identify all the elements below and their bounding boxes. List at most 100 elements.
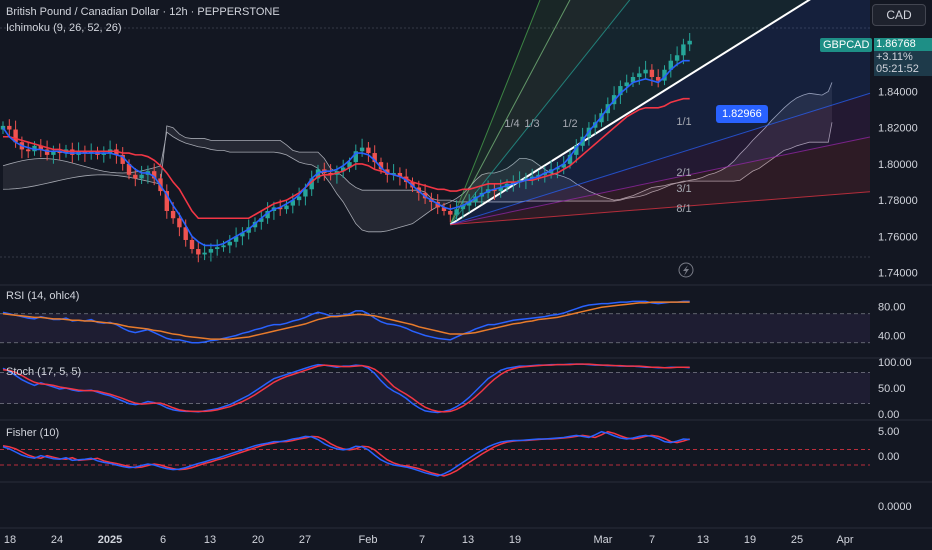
kijun-line bbox=[3, 97, 690, 220]
candle-body bbox=[114, 149, 119, 155]
candle-body bbox=[57, 151, 62, 154]
candle-body bbox=[290, 200, 295, 206]
candle-body bbox=[341, 167, 346, 172]
candle-body bbox=[441, 207, 447, 211]
candle-body bbox=[668, 60, 673, 70]
rsi-line bbox=[2, 300, 690, 344]
candle-body bbox=[7, 125, 12, 130]
candle-body bbox=[278, 207, 283, 210]
candle-body bbox=[353, 151, 358, 163]
candle-body bbox=[89, 151, 94, 154]
price-change: +3.11% bbox=[874, 50, 932, 63]
stoch-d-line bbox=[2, 363, 690, 413]
time-tick: 6 bbox=[160, 534, 166, 546]
fisher-tick: 5.00 bbox=[878, 426, 899, 438]
candle-body bbox=[448, 211, 453, 215]
candle-body bbox=[460, 205, 466, 210]
candle-body bbox=[359, 147, 365, 152]
gann-label: 1/1 bbox=[676, 116, 691, 128]
gann-label: 1/3 bbox=[524, 118, 539, 130]
candle-body bbox=[284, 205, 289, 210]
last-price-tag: 1.86768 +3.11% 05:21:52 bbox=[872, 38, 932, 76]
time-tick: Mar bbox=[594, 534, 613, 546]
candle-body bbox=[649, 69, 655, 77]
candle-body bbox=[0, 125, 6, 130]
candle-body bbox=[265, 211, 270, 219]
stoch-band bbox=[0, 372, 870, 404]
candle-body bbox=[126, 163, 132, 175]
gann-label: 1/2 bbox=[562, 118, 577, 130]
candle-body bbox=[133, 174, 138, 179]
candle-body bbox=[296, 196, 302, 201]
time-tick: 13 bbox=[697, 534, 709, 546]
gann-label: 8/1 bbox=[676, 203, 691, 215]
candle-body bbox=[492, 189, 497, 192]
gann-line bbox=[449, 0, 571, 225]
candle-body bbox=[303, 189, 308, 197]
bar-countdown: 05:21:52 bbox=[874, 63, 932, 76]
candle-body bbox=[44, 149, 50, 155]
candle-body bbox=[681, 44, 686, 56]
price-axis[interactable]: 1.74000 1.76000 1.78000 1.80000 1.82000 1.840… bbox=[878, 86, 918, 279]
rsi-legend[interactable]: RSI (14, ohlc4) bbox=[6, 290, 80, 302]
tenkan-line bbox=[2, 59, 690, 247]
candle-body bbox=[164, 191, 169, 211]
time-tick: 20 bbox=[252, 534, 264, 546]
candle-body bbox=[643, 69, 648, 74]
stoch-tick: 0.00 bbox=[878, 409, 899, 421]
candle-body bbox=[240, 232, 245, 237]
candle-body bbox=[233, 236, 239, 242]
candle-body bbox=[523, 178, 529, 181]
candle-body bbox=[567, 154, 573, 164]
stoch-legend[interactable]: Stoch (17, 5, 5) bbox=[6, 366, 82, 378]
candle-body bbox=[687, 40, 692, 45]
candle-body bbox=[397, 172, 403, 177]
fisher-legend[interactable]: Fisher (10) bbox=[6, 427, 60, 439]
candle-body bbox=[637, 73, 642, 77]
candle-body bbox=[372, 153, 377, 163]
gann-label: 3/1 bbox=[676, 183, 691, 195]
candle-body bbox=[177, 218, 182, 228]
candle-body bbox=[511, 182, 516, 184]
ichimoku-legend[interactable]: Ichimoku (9, 26, 52, 26) bbox=[6, 22, 122, 34]
stoch-tick: 100.00 bbox=[878, 357, 912, 369]
candle-body bbox=[574, 145, 579, 155]
candle-body bbox=[32, 145, 37, 152]
level-tag[interactable]: 1.82966 bbox=[716, 105, 768, 123]
gann-labels: 1/4 1/3 1/2 1/1 2/1 3/1 8/1 bbox=[504, 116, 691, 215]
candle-body bbox=[309, 178, 314, 190]
currency-button[interactable]: CAD bbox=[872, 4, 926, 26]
price-tick: 1.80000 bbox=[878, 159, 918, 171]
candle-body bbox=[26, 149, 31, 152]
sub-panes: 40.00 80.00 0.00 50.00 100.00 5.00 0.00 0.0000 bbox=[0, 300, 912, 513]
candle-body bbox=[662, 69, 667, 81]
fisher-trigger-line bbox=[2, 430, 690, 477]
stoch-tick: 50.00 bbox=[878, 383, 906, 395]
candle-body bbox=[561, 163, 566, 168]
price-tick: 1.84000 bbox=[878, 86, 918, 98]
time-axis[interactable]: 18 24 2025 6 13 20 27 Feb 7 13 19 Mar 7 13 19 25 Apr bbox=[0, 527, 932, 546]
price-tick: 1.78000 bbox=[878, 195, 918, 207]
chart-title[interactable]: British Pound / Canadian Dollar · 12h · … bbox=[6, 6, 280, 18]
gann-label: 1/4 bbox=[504, 118, 519, 130]
time-tick: 13 bbox=[204, 534, 216, 546]
time-tick: 27 bbox=[299, 534, 311, 546]
time-tick: 19 bbox=[509, 534, 521, 546]
candle-body bbox=[517, 180, 522, 183]
indicator-lines bbox=[2, 59, 690, 247]
candle-body bbox=[467, 201, 472, 206]
last-price: 1.86768 bbox=[874, 38, 932, 51]
price-tick: 1.82000 bbox=[878, 123, 918, 135]
fisher-tick: 0.0000 bbox=[878, 501, 912, 513]
candle-body bbox=[454, 209, 459, 215]
alert-icon[interactable] bbox=[678, 262, 694, 278]
gann-line bbox=[450, 92, 871, 226]
time-tick: 7 bbox=[649, 534, 655, 546]
candle-body bbox=[139, 174, 144, 179]
candle-body bbox=[656, 77, 661, 81]
candle-body bbox=[120, 154, 125, 164]
candle-body bbox=[221, 245, 226, 248]
candle-body bbox=[189, 239, 195, 250]
time-tick: Feb bbox=[359, 534, 378, 546]
